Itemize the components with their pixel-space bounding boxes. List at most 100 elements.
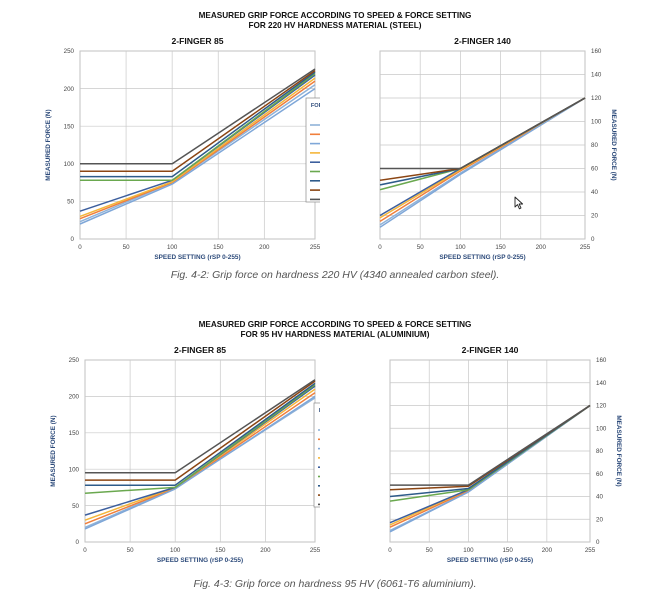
y-tick-label: 50 — [72, 503, 79, 510]
y-tick-label: 160 — [591, 48, 602, 55]
chart-title: 2-FINGER 140 — [462, 345, 519, 355]
legend-title: FORCE SETTING — [311, 103, 320, 109]
series-line-force-255 — [80, 68, 316, 165]
figure-4-2-caption: Fig. 4-2: Grip force on hardness 220 HV … — [170, 269, 500, 281]
figure-4-3-caption: Fig. 4-3: Grip force on hardness 95 HV (… — [193, 578, 477, 590]
y-tick-label: 200 — [69, 394, 80, 401]
plot-frame — [84, 359, 316, 543]
x-tick-label: 200 — [259, 244, 270, 251]
x-tick-label: 50 — [127, 547, 134, 554]
series-line-force-50 — [84, 395, 316, 530]
series-line-force-200 — [80, 69, 316, 173]
legend: FORCE SETTING(rFR 0-255)Force 0Force 1Fo… — [313, 402, 320, 508]
y-tick-label: 140 — [591, 72, 602, 79]
x-axis-label: SPEED SETTING (rSP 0-255) — [154, 254, 240, 261]
legend: FORCE SETTING(rFR 0-255)Force 0Force 1Fo… — [305, 97, 320, 203]
y-tick-label: 40 — [596, 494, 603, 501]
x-tick-label: 200 — [536, 244, 547, 251]
x-axis-label: SPEED SETTING (rSP 0-255) — [439, 254, 525, 261]
y-tick-label: 80 — [596, 448, 603, 455]
y-tick-label: 40 — [591, 189, 598, 196]
x-tick-label: 255 — [310, 547, 320, 554]
y-tick-label: 50 — [67, 199, 74, 206]
series-line-force-150 — [80, 71, 316, 178]
plot-frame — [79, 50, 316, 240]
y-tick-label: 80 — [591, 142, 598, 149]
series-line-force-255 — [380, 97, 586, 170]
y-tick-label: 20 — [591, 213, 598, 220]
x-tick-label: 0 — [388, 547, 392, 554]
y-tick-label: 60 — [591, 166, 598, 173]
series-line-force-255 — [85, 379, 316, 474]
y-axis-label: MEASURED FORCE (N) — [45, 109, 52, 180]
chart-title: 2-FINGER 85 — [171, 36, 223, 46]
x-tick-label: 150 — [213, 244, 224, 251]
x-tick-label: 100 — [167, 244, 178, 251]
y-tick-label: 120 — [596, 403, 607, 410]
x-tick-label: 100 — [455, 244, 466, 251]
series-line-force-150 — [85, 382, 316, 486]
x-tick-label: 255 — [310, 244, 320, 251]
figure-4-2-title: MEASURED GRIP FORCE ACCORDING TO SPEED &… — [0, 11, 670, 30]
chart-title: 2-FINGER 85 — [174, 345, 226, 355]
x-tick-label: 150 — [495, 244, 506, 251]
x-tick-label: 255 — [585, 547, 596, 554]
series-line-force-100 — [79, 77, 316, 218]
y-tick-label: 100 — [596, 425, 607, 432]
y-axis-label: MEASURED FORCE (N) — [50, 415, 57, 486]
x-tick-label: 200 — [260, 547, 271, 554]
y-tick-label: 20 — [596, 516, 603, 523]
y-tick-label: 140 — [596, 380, 607, 387]
y-tick-label: 0 — [71, 236, 75, 243]
y-tick-label: 150 — [64, 123, 75, 130]
x-axis-label: SPEED SETTING (rSP 0-255) — [447, 557, 533, 564]
figure-4-3-title: MEASURED GRIP FORCE ACCORDING TO SPEED &… — [0, 320, 670, 339]
x-tick-label: 0 — [83, 547, 87, 554]
x-tick-label: 0 — [78, 244, 82, 251]
x-tick-label: 150 — [215, 547, 226, 554]
y-tick-label: 100 — [69, 466, 80, 473]
y-axis-label: MEASURED FORCE (N) — [610, 109, 617, 180]
legend-title: FORCE SETTING — [319, 408, 320, 414]
y-tick-label: 100 — [64, 161, 75, 168]
chart-aluminium-2f85: 2-FINGER 85 0 50 100 150 200 255 0 50 100 150 200 25… — [50, 345, 320, 564]
legend-box — [313, 402, 320, 508]
y-tick-label: 250 — [64, 48, 75, 55]
y-tick-label: 150 — [69, 430, 80, 437]
figure-4-3-title-line1: MEASURED GRIP FORCE ACCORDING TO SPEED &… — [198, 320, 472, 329]
series-line-force-200 — [85, 380, 316, 481]
figure-4-3-title-line2: FOR 95 HV HARDNESS MATERIAL (ALUMINIUM) — [240, 329, 430, 339]
x-tick-label: 50 — [123, 244, 130, 251]
series-line-force-50 — [379, 97, 586, 228]
series-line-force-128 — [84, 384, 316, 494]
legend-box — [305, 97, 320, 203]
y-tick-label: 160 — [596, 357, 607, 364]
series-line-force-50 — [79, 87, 316, 225]
x-tick-label: 150 — [502, 547, 513, 554]
y-axis-label: MEASURED FORCE (N) — [615, 415, 622, 486]
y-tick-label: 100 — [591, 119, 602, 126]
y-tick-label: 0 — [591, 236, 595, 243]
y-tick-label: 120 — [591, 95, 602, 102]
chart-steel-2f85: 2-FINGER 85 0 50 100 150 200 255 0 50 100 150 200 25… — [45, 36, 320, 261]
x-tick-label: 100 — [463, 547, 474, 554]
x-axis-label: SPEED SETTING (rSP 0-255) — [157, 557, 243, 564]
figure-4-2-title-line2: FOR 220 HV HARDNESS MATERIAL (STEEL) — [248, 20, 422, 30]
figure-4-2-title-line1: MEASURED GRIP FORCE ACCORDING TO SPEED &… — [198, 11, 472, 20]
x-tick-label: 50 — [426, 547, 433, 554]
x-tick-label: 200 — [542, 547, 553, 554]
y-tick-label: 0 — [76, 539, 80, 546]
x-tick-label: 0 — [378, 244, 382, 251]
chart-title: 2-FINGER 140 — [454, 36, 511, 46]
series-line-force-128 — [80, 72, 316, 182]
x-tick-label: 255 — [580, 244, 591, 251]
y-tick-label: 200 — [64, 86, 75, 93]
x-tick-label: 50 — [417, 244, 424, 251]
y-tick-label: 60 — [596, 471, 603, 478]
x-tick-label: 100 — [170, 547, 181, 554]
series-line-force-255 — [390, 404, 591, 486]
mouse-pointer-icon — [514, 196, 524, 210]
y-tick-label: 250 — [69, 357, 80, 364]
